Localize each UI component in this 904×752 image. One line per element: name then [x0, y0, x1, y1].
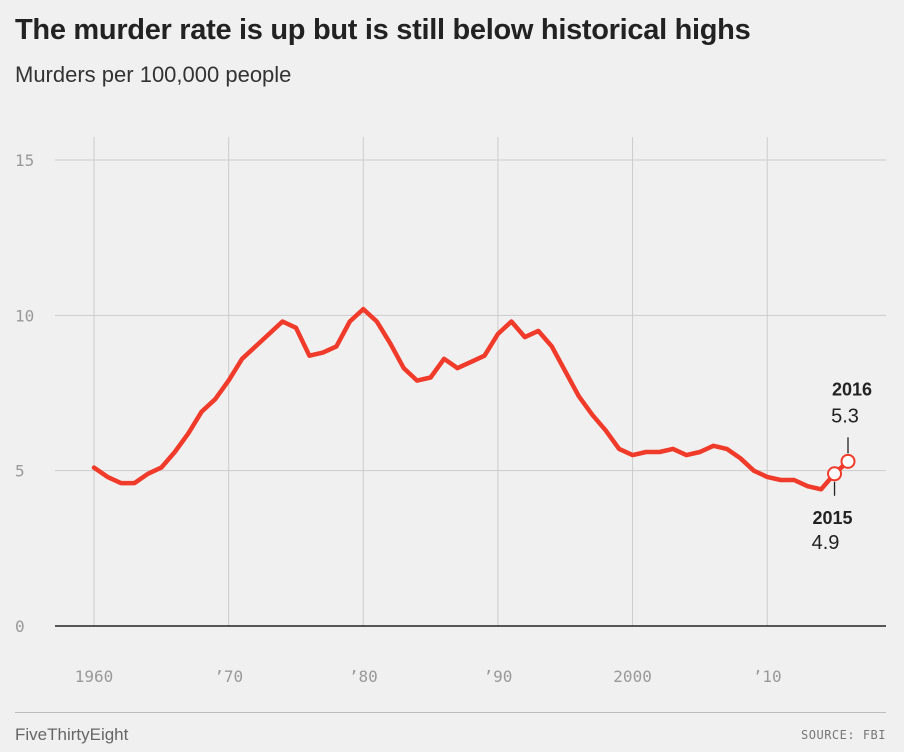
annotation-marker-2016 [840, 453, 856, 469]
y-tick-label-15: 15 [15, 151, 34, 170]
x-tick-label-1970: ’70 [214, 667, 243, 686]
y-tick-label-5: 5 [15, 462, 25, 481]
annotation-value-2015: 4.9 [812, 532, 840, 554]
x-gridlines [93, 137, 768, 626]
y-tick-label-10: 10 [15, 306, 34, 325]
annotation-year-2015: 2015 [813, 508, 853, 528]
x-tick-label-1990: ’90 [483, 667, 512, 686]
x-tick-label-1960: 1960 [75, 667, 114, 686]
brand-logo-text: FiveThirtyEight [15, 725, 129, 744]
annotation-year-2016: 2016 [832, 379, 872, 399]
x-tick-label-2000: 2000 [613, 667, 652, 686]
x-tick-labels: 1960 ’70 ’80 ’90 2000 ’10 [75, 667, 782, 686]
x-tick-label-2010: ’10 [753, 667, 782, 686]
line-chart: 0 5 10 15 1960 ’70 ’80 ’90 2000 ’10 2015 4.9 2016 5… [15, 137, 886, 686]
annotation-value-2016: 5.3 [831, 405, 859, 427]
y-tick-label-0: 0 [15, 617, 25, 636]
source-note: SOURCE: FBI [801, 728, 886, 742]
chart-title: The murder rate is up but is still below… [15, 14, 751, 46]
footer-divider [15, 712, 886, 713]
annotation-marker-2015 [827, 466, 843, 482]
y-gridlines [55, 159, 886, 472]
x-tick-label-1980: ’80 [349, 667, 378, 686]
chart-subtitle: Murders per 100,000 people [15, 62, 292, 87]
y-tick-labels: 0 5 10 15 [15, 151, 34, 636]
series-layer [91, 306, 851, 492]
annotations-layer: 2015 4.9 2016 5.3 [812, 379, 872, 553]
series-line-0 [91, 306, 851, 492]
